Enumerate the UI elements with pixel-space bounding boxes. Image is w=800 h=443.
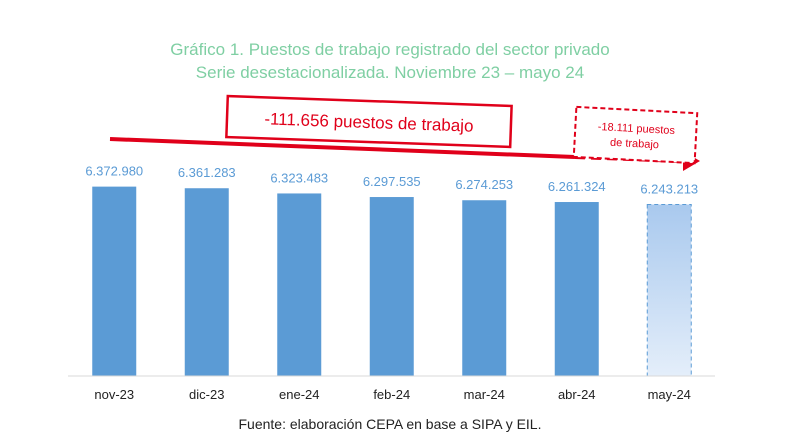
data-label: 6.243.213 <box>640 182 698 197</box>
x-tick-label: mar-24 <box>464 387 505 402</box>
last-change-box <box>572 105 699 165</box>
bar-feb-24 <box>369 197 414 376</box>
last-change-label-2: de trabajo <box>610 137 659 152</box>
x-tick-label: dic-23 <box>189 387 224 402</box>
bar-nov-23 <box>92 186 137 376</box>
chart-subtitle: Serie desestacionalizada. Noviembre 23 –… <box>195 63 585 82</box>
x-tick-label: feb-24 <box>373 387 410 402</box>
data-label: 6.261.324 <box>548 179 606 194</box>
x-tick-label: abr-24 <box>558 387 596 402</box>
last-change-label-1: -18.111 puestos <box>597 121 675 137</box>
trend-arrow-line <box>109 137 576 159</box>
bar-mar-24 <box>462 200 507 376</box>
data-label: 6.297.535 <box>363 174 421 189</box>
bar-dic-23 <box>184 188 229 376</box>
bar-may-24 <box>646 204 692 377</box>
data-label: 6.372.980 <box>85 164 143 179</box>
chart-title: Gráfico 1. Puestos de trabajo registrado… <box>170 40 610 59</box>
data-label: 6.361.283 <box>178 165 236 180</box>
data-label: 6.274.253 <box>455 177 513 192</box>
bar-ene-24 <box>277 193 322 376</box>
total-change-box <box>225 94 513 149</box>
x-tick-label: ene-24 <box>279 387 319 402</box>
data-label: 6.323.483 <box>270 170 328 185</box>
bar-abr-24 <box>554 202 599 376</box>
source-note: Fuente: elaboración CEPA en base a SIPA … <box>238 416 542 432</box>
x-tick-label: may-24 <box>648 387 691 402</box>
x-tick-label: nov-23 <box>94 387 134 402</box>
